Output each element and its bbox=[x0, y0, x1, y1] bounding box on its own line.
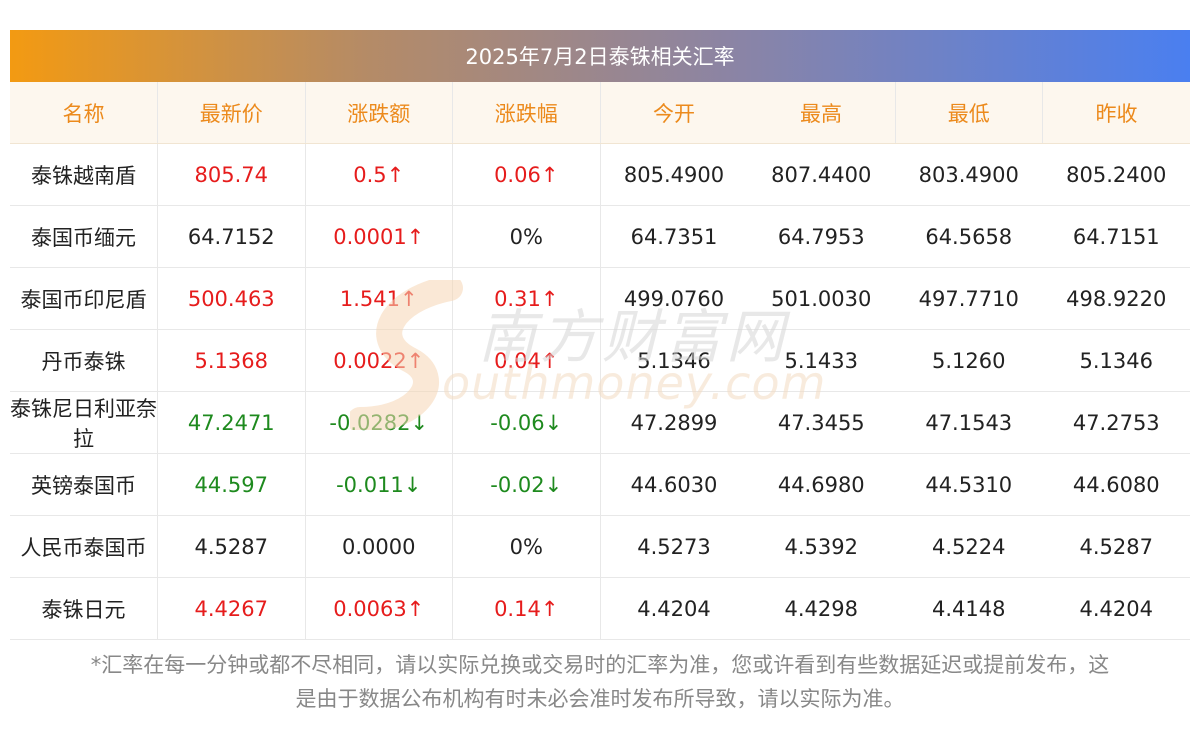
cell-name: 泰铢日元 bbox=[10, 577, 158, 640]
cell-pct: 0% bbox=[452, 205, 601, 268]
cell-latest: 4.5287 bbox=[157, 515, 306, 578]
header-low: 最低 bbox=[895, 82, 1043, 144]
cell-prev: 498.9220 bbox=[1066, 286, 1167, 311]
cell-high: 5.1433 bbox=[784, 348, 858, 373]
header-change: 涨跌额 bbox=[305, 82, 453, 144]
cell-pct: 0.06↑ bbox=[452, 143, 601, 206]
cell-open: 4.4204 bbox=[637, 596, 711, 621]
cell-latest: 44.597 bbox=[157, 453, 306, 516]
table-header-row: 名称 最新价 涨跌额 涨跌幅 今开 最高 最低 昨收 bbox=[10, 82, 1190, 144]
cell-open: 805.4900 bbox=[623, 162, 725, 187]
cell-change: 0.0022↑ bbox=[305, 329, 453, 392]
cell-prev: 5.1346 bbox=[1079, 348, 1153, 373]
cell-prev: 4.4204 bbox=[1079, 596, 1153, 621]
table-row: 人民币泰国币 4.5287 0.0000 0% 4.5273 4.5392 4.5224 4.… bbox=[10, 515, 1190, 578]
cell-prev: 805.2400 bbox=[1066, 162, 1167, 187]
cell-change: -0.0282↓ bbox=[305, 391, 453, 454]
cell-name: 人民币泰国币 bbox=[10, 515, 158, 578]
cell-pct: -0.06↓ bbox=[452, 391, 601, 454]
cell-low: 4.5224 bbox=[932, 534, 1006, 559]
header-latest: 最新价 bbox=[157, 82, 306, 144]
cell-name: 丹币泰铢 bbox=[10, 329, 158, 392]
cell-change: 0.0000 bbox=[305, 515, 453, 578]
cell-change: -0.011↓ bbox=[305, 453, 453, 516]
cell-latest: 500.463 bbox=[157, 267, 306, 330]
cell-low: 44.5310 bbox=[925, 472, 1013, 497]
table-row: 泰国币缅元 64.7152 0.0001↑ 0% 64.7351 64.7953 64.56… bbox=[10, 205, 1190, 268]
header-prev: 昨收 bbox=[1042, 82, 1190, 144]
cell-low: 5.1260 bbox=[932, 348, 1006, 373]
cell-open: 5.1346 bbox=[637, 348, 711, 373]
cell-prev: 64.7151 bbox=[1072, 224, 1160, 249]
cell-high: 4.5392 bbox=[784, 534, 858, 559]
table-row: 丹币泰铢 5.1368 0.0022↑ 0.04↑ 5.1346 5.1433 5.1260… bbox=[10, 329, 1190, 392]
header-name: 名称 bbox=[10, 82, 158, 144]
table-row: 英镑泰国币 44.597 -0.011↓ -0.02↓ 44.6030 44.6980 44… bbox=[10, 453, 1190, 516]
cell-latest: 5.1368 bbox=[157, 329, 306, 392]
cell-low: 803.4900 bbox=[918, 162, 1019, 187]
cell-name: 泰铢越南盾 bbox=[10, 143, 158, 206]
cell-change: 0.0063↑ bbox=[305, 577, 453, 640]
footnote-line-1: *汇率在每一分钟或都不尽相同，请以实际兑换或交易时的汇率为准，您或许看到有些数据… bbox=[90, 653, 1110, 677]
cell-open: 4.5273 bbox=[637, 534, 711, 559]
cell-pct: 0.14↑ bbox=[452, 577, 601, 640]
cell-high: 47.3455 bbox=[777, 410, 865, 435]
cell-prev: 4.5287 bbox=[1079, 534, 1153, 559]
cell-open: 47.2899 bbox=[630, 410, 718, 435]
cell-high: 807.4400 bbox=[771, 162, 872, 187]
cell-pct: 0.31↑ bbox=[452, 267, 601, 330]
cell-name: 泰铢尼日利亚奈拉 bbox=[10, 391, 158, 454]
footnote-line-2: 是由于数据公布机构有时未必会准时发布所导致，请以实际为准。 bbox=[295, 687, 905, 711]
cell-change: 1.541↑ bbox=[305, 267, 453, 330]
cell-name: 英镑泰国币 bbox=[10, 453, 158, 516]
cell-open: 64.7351 bbox=[630, 224, 718, 249]
cell-high: 44.6980 bbox=[777, 472, 865, 497]
cell-open: 499.0760 bbox=[623, 286, 725, 311]
table-row: 泰铢日元 4.4267 0.0063↑ 0.14↑ 4.4204 4.4298 4.4148… bbox=[10, 577, 1190, 640]
cell-latest: 47.2471 bbox=[157, 391, 306, 454]
header-high: 最高 bbox=[747, 82, 896, 144]
cell-pct: 0.04↑ bbox=[452, 329, 601, 392]
header-open: 今开 bbox=[600, 82, 748, 144]
cell-low: 4.4148 bbox=[932, 596, 1006, 621]
exchange-rate-table: 名称 最新价 涨跌额 涨跌幅 今开 最高 最低 昨收 泰铢越南盾 805.74 0.… bbox=[10, 82, 1190, 640]
cell-low: 497.7710 bbox=[918, 286, 1019, 311]
cell-pct: 0% bbox=[452, 515, 601, 578]
cell-low: 64.5658 bbox=[925, 224, 1013, 249]
cell-latest: 4.4267 bbox=[157, 577, 306, 640]
cell-latest: 805.74 bbox=[157, 143, 306, 206]
table-title: 2025年7月2日泰铢相关汇率 bbox=[10, 30, 1190, 82]
table-row: 泰铢尼日利亚奈拉 47.2471 -0.0282↓ -0.06↓ 47.2899 47.3… bbox=[10, 391, 1190, 454]
cell-change: 0.0001↑ bbox=[305, 205, 453, 268]
cell-high: 4.4298 bbox=[784, 596, 858, 621]
cell-prev: 44.6080 bbox=[1072, 472, 1160, 497]
cell-latest: 64.7152 bbox=[157, 205, 306, 268]
cell-high: 64.7953 bbox=[777, 224, 865, 249]
cell-high: 501.0030 bbox=[771, 286, 872, 311]
cell-open: 44.6030 bbox=[630, 472, 718, 497]
cell-change: 0.5↑ bbox=[305, 143, 453, 206]
cell-name: 泰国币缅元 bbox=[10, 205, 158, 268]
table-row: 泰铢越南盾 805.74 0.5↑ 0.06↑ 805.4900 807.4400 803.… bbox=[10, 143, 1190, 206]
table-row: 泰国币印尼盾 500.463 1.541↑ 0.31↑ 499.0760 501.0030… bbox=[10, 267, 1190, 330]
cell-prev: 47.2753 bbox=[1072, 410, 1160, 435]
footnote: *汇率在每一分钟或都不尽相同，请以实际兑换或交易时的汇率为准，您或许看到有些数据… bbox=[10, 648, 1190, 716]
cell-pct: -0.02↓ bbox=[452, 453, 601, 516]
header-pct: 涨跌幅 bbox=[452, 82, 601, 144]
cell-low: 47.1543 bbox=[925, 410, 1013, 435]
cell-name: 泰国币印尼盾 bbox=[10, 267, 158, 330]
